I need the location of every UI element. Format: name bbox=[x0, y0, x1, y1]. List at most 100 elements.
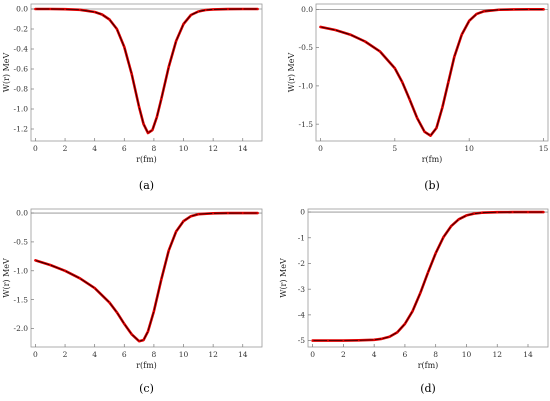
y-axis-label: W(r) MeV bbox=[2, 258, 11, 298]
data-point bbox=[480, 211, 483, 214]
x-tick-label: 4 bbox=[92, 350, 97, 359]
x-axis-label: r(fm) bbox=[422, 155, 443, 164]
x-tick-label: 14 bbox=[238, 350, 248, 359]
data-point bbox=[447, 81, 450, 83]
data-point bbox=[138, 106, 140, 108]
series-line-red bbox=[319, 8, 545, 137]
y-axis-label: W(r) MeV bbox=[279, 258, 288, 298]
data-point bbox=[342, 339, 345, 342]
data-point bbox=[388, 335, 391, 338]
y-tick-label: -5 bbox=[298, 336, 306, 345]
x-tick-label: 8 bbox=[152, 350, 157, 359]
x-tick-label: 10 bbox=[462, 350, 472, 359]
data-point bbox=[380, 337, 383, 340]
panel-caption: (d) bbox=[420, 382, 436, 395]
data-point bbox=[227, 212, 229, 214]
plot-frame bbox=[30, 208, 263, 348]
data-point bbox=[327, 339, 329, 342]
data-point bbox=[160, 98, 163, 100]
data-point bbox=[147, 330, 149, 333]
x-tick-label: 6 bbox=[122, 350, 127, 359]
x-tick-label: 12 bbox=[208, 350, 218, 359]
series-line-black bbox=[320, 9, 544, 136]
data-point bbox=[357, 339, 360, 342]
x-tick-label: 8 bbox=[433, 350, 438, 359]
x-tick-label: 10 bbox=[179, 350, 189, 359]
data-point bbox=[465, 214, 468, 217]
panel-a: 0 2 4 6 8 10 12 14 0.0 -0.2 -0.4 -0.6 -0.8 -1.0 -1.2 r(… bbox=[2, 3, 263, 192]
data-point bbox=[212, 212, 215, 215]
data-point bbox=[155, 116, 158, 118]
data-point bbox=[527, 8, 530, 11]
data-point bbox=[393, 67, 396, 70]
y-tick-label: -1.5 bbox=[14, 295, 29, 304]
data-point bbox=[78, 277, 81, 280]
data-point bbox=[419, 292, 422, 294]
y-tick-label: -1.0 bbox=[299, 81, 314, 90]
data-point bbox=[142, 123, 145, 125]
data-point bbox=[379, 50, 381, 53]
y-tick-label: 0.0 bbox=[301, 5, 313, 14]
data-point bbox=[416, 117, 419, 119]
data-point bbox=[429, 134, 432, 137]
data-point bbox=[334, 29, 337, 31]
data-point bbox=[512, 8, 515, 11]
data-point bbox=[167, 249, 170, 252]
x-tick-label: 5 bbox=[392, 144, 397, 153]
data-point bbox=[450, 225, 452, 228]
data-point bbox=[404, 322, 406, 325]
data-point bbox=[473, 212, 476, 215]
x-tick-label: 4 bbox=[92, 144, 97, 153]
x-tick-label: 2 bbox=[63, 144, 68, 153]
data-point bbox=[108, 18, 111, 21]
y-tick-label: -1.2 bbox=[14, 125, 29, 134]
data-point bbox=[190, 14, 192, 16]
x-tick-label: 15 bbox=[539, 144, 549, 153]
data-point bbox=[175, 230, 178, 233]
data-point bbox=[427, 271, 429, 274]
data-point bbox=[542, 211, 545, 213]
y-tick-label: -1.0 bbox=[14, 266, 29, 275]
data-point bbox=[142, 339, 145, 341]
data-point bbox=[212, 8, 215, 11]
data-point bbox=[411, 310, 414, 312]
x-tick-label: 4 bbox=[372, 350, 377, 359]
y-axis-label: W(r) MeV bbox=[287, 53, 296, 93]
data-point bbox=[93, 11, 96, 13]
x-tick-label: 14 bbox=[523, 350, 533, 359]
panel-c: 0 2 4 6 8 10 12 14 0.0 -0.5 -1.0 -1.5 -2.0 r(fm) W(r) … bbox=[2, 208, 263, 395]
data-point bbox=[256, 8, 259, 10]
panel-d: 0 2 4 6 8 10 12 14 0 -1 -2 -3 -4 -5 r(fm) W(r) MeV (d) bbox=[279, 208, 549, 395]
panel-caption: (c) bbox=[139, 382, 154, 395]
data-point bbox=[115, 311, 118, 314]
data-point bbox=[123, 323, 126, 325]
data-point bbox=[241, 8, 244, 10]
data-point bbox=[130, 73, 133, 75]
panel-b: 0 5 10 15 0.0 -0.5 -1.0 -1.5 r(fm) W(r) MeV (b) bbox=[287, 3, 549, 192]
series-line-black bbox=[35, 8, 258, 134]
x-tick-label: 6 bbox=[403, 350, 408, 359]
data-point bbox=[396, 331, 399, 334]
x-tick-label: 6 bbox=[122, 144, 127, 153]
x-tick-label: 10 bbox=[179, 144, 189, 153]
y-tick-label: -0.6 bbox=[14, 65, 29, 74]
data-point bbox=[483, 10, 485, 13]
x-tick-label: 12 bbox=[208, 144, 218, 153]
data-point bbox=[511, 211, 514, 214]
panel-caption: (a) bbox=[139, 179, 154, 192]
data-point bbox=[147, 132, 149, 134]
series-line-red bbox=[34, 211, 259, 343]
data-point bbox=[401, 81, 404, 83]
data-point bbox=[78, 8, 81, 11]
data-point bbox=[115, 28, 118, 30]
data-point bbox=[151, 129, 154, 131]
x-tick-label: 10 bbox=[464, 144, 474, 153]
data-point bbox=[319, 26, 322, 28]
y-tick-label: -0.8 bbox=[14, 85, 29, 94]
data-point bbox=[434, 252, 437, 255]
y-tick-label: -0.5 bbox=[299, 43, 314, 52]
data-point bbox=[468, 19, 471, 22]
data-point bbox=[101, 13, 103, 16]
plot-frame bbox=[315, 3, 549, 142]
x-tick-label: 2 bbox=[341, 350, 346, 359]
